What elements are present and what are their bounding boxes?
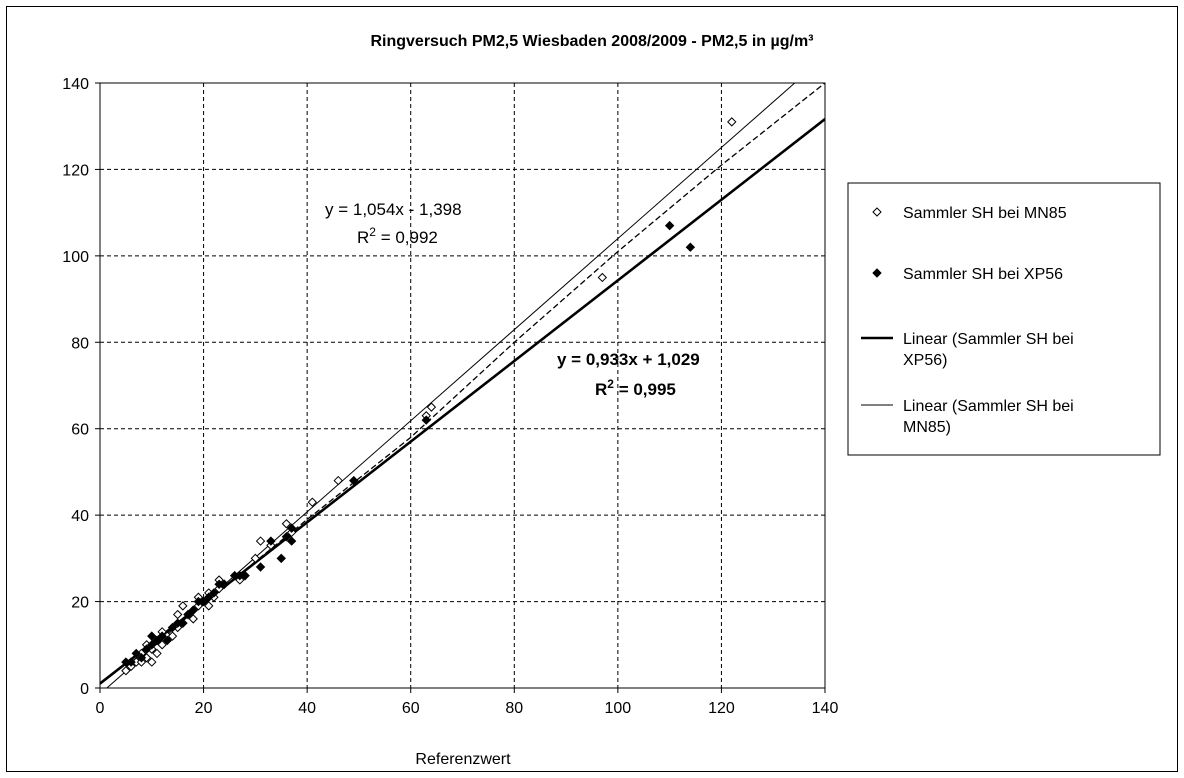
data-point-mn85 [172,609,183,620]
y-tick-label: 60 [71,422,89,439]
data-point-mn85 [255,536,266,546]
data-point-mn85 [727,117,737,127]
y-tick-label: 120 [62,162,89,179]
data-point-xp56 [421,415,431,425]
data-point-mn85 [333,475,343,486]
x-axis-title: Referenzwert [415,751,511,768]
data-point-xp56 [349,475,359,486]
grid-lines [100,83,825,688]
y-tick-label: 0 [80,681,89,698]
data-point-xp56 [147,640,157,650]
x-tick-label: 40 [298,700,316,717]
chart-frame: Ringversuch PM2,5 Wiesbaden 2008/2009 - … [6,6,1178,772]
data-point-mn85 [121,666,131,676]
data-point-mn85 [204,601,214,611]
plot-area-border [99,82,826,689]
data-point-mn85 [426,402,437,412]
axis-ticks: 0 20 40 60 80 100 120 140 0 20 40 60 80 100 120 140 [62,76,838,717]
data-point-xp56 [183,609,193,620]
legend-label: Sammler SH bei XP56 [903,266,1063,283]
data-point-mn85 [147,657,157,667]
r-squared-label: R2 = 0,995 [595,377,676,399]
x-tick-label: 20 [195,700,213,717]
regression-annotations: y = 1,054x - 1,398 R2 = 0,992 y = 0,933x +… [325,200,700,399]
data-point-mn85 [152,648,162,659]
data-point-xp56 [162,635,173,646]
data-point-xp56 [204,592,214,602]
data-point-xp56 [255,562,266,572]
x-tick-label: 0 [96,700,105,717]
data-point-mn85 [281,519,292,529]
data-point-xp56 [240,570,250,581]
data-point-mn85 [597,272,608,283]
x-tick-label: 140 [812,700,839,717]
data-point-xp56 [209,588,219,598]
data-point-xp56 [131,648,141,659]
legend-label: Sammler SH bei MN85 [903,205,1067,222]
data-point-xp56 [685,242,696,252]
chart-canvas: Ringversuch PM2,5 Wiesbaden 2008/2009 - … [62,33,1161,768]
legend-item: Linear (Sammler SH bei XP56) [861,331,1074,369]
data-point-mn85 [188,614,198,624]
data-point-xp56 [266,536,276,546]
legend-box [847,182,1161,456]
data-point-mn85 [307,497,318,507]
data-point-xp56 [178,618,188,628]
regression-equation: y = 1,054x - 1,398 [325,200,462,219]
data-point-xp56 [126,657,136,667]
x-tick-label: 100 [605,700,632,717]
legend-item: Linear (Sammler SH bei MN85) [861,398,1074,436]
legend-marker-filled [872,268,882,278]
data-point-xp56 [664,220,675,231]
data-point-xp56 [141,644,152,654]
legend-marker-open [872,207,882,217]
x-tick-label: 80 [505,700,523,717]
data-point-xp56 [276,553,286,564]
data-point-mn85 [250,553,261,564]
data-point-xp56 [286,523,297,533]
r-squared-label: R2 = 0,992 [357,225,438,247]
legend-item: Sammler SH bei MN85 [872,205,1067,222]
chart-title: Ringversuch PM2,5 Wiesbaden 2008/2009 - … [370,33,813,50]
legend-label: MN85) [903,419,951,436]
legend-label: Linear (Sammler SH bei [903,398,1074,415]
data-point-xp56 [219,579,229,589]
y-tick-label: 20 [71,595,89,612]
data-point-xp56 [286,536,297,546]
y-tick-label: 100 [62,249,89,266]
legend: Sammler SH bei MN85 Sammler SH bei XP56 Li… [847,182,1161,456]
y-tick-label: 140 [62,76,89,93]
data-points [121,117,737,676]
y-tick-label: 40 [71,508,89,525]
legend-label: Linear (Sammler SH bei [903,331,1074,348]
data-point-xp56 [157,631,167,641]
data-point-mn85 [178,601,188,611]
legend-item: Sammler SH bei XP56 [872,266,1063,283]
data-point-xp56 [147,631,157,641]
data-point-xp56 [136,653,147,663]
legend-label: XP56) [903,352,947,369]
data-point-mn85 [167,631,178,641]
y-tick-label: 80 [71,335,89,352]
data-point-xp56 [188,605,198,615]
data-point-xp56 [167,622,178,633]
regression-equation: y = 0,933x + 1,029 [557,350,700,369]
data-point-xp56 [198,596,209,607]
data-point-xp56 [281,532,292,542]
x-tick-label: 120 [708,700,735,717]
data-point-xp56 [152,635,162,646]
x-tick-label: 60 [402,700,420,717]
data-point-mn85 [157,640,167,650]
